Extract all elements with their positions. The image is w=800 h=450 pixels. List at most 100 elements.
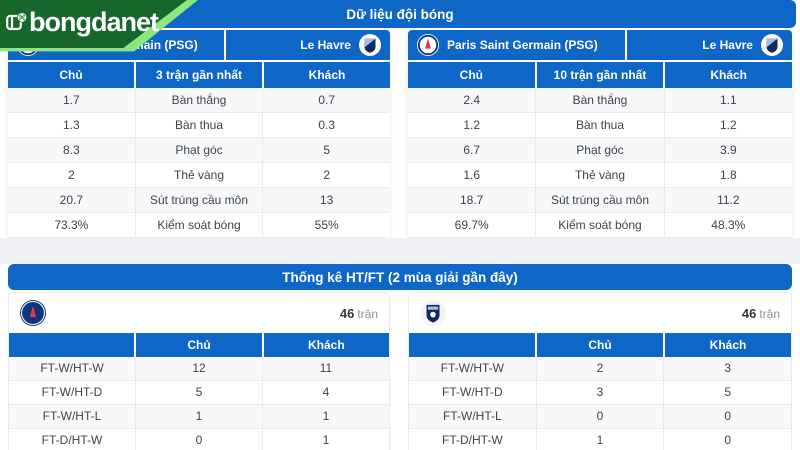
table-row: 1.3 Bàn thua 0.3	[8, 113, 390, 138]
matches-count: 46 trận	[742, 306, 780, 321]
col-period: 3 trận gần nhất	[136, 62, 262, 88]
col-home: Chủ	[136, 333, 262, 357]
stat-home: 2	[67, 168, 75, 182]
htft-away: 1	[262, 429, 389, 450]
htft-label: FT-W/HT-D	[41, 385, 103, 399]
col-empty	[409, 333, 535, 357]
stat-away: 55%	[262, 213, 390, 237]
away-team-name: Le Havre	[702, 38, 753, 52]
matches-count: 46 trận	[340, 306, 378, 321]
stat-label: Sút trúng cầu môn	[134, 188, 263, 212]
htft-away: 11	[262, 357, 389, 380]
stat-away: 2	[262, 163, 390, 187]
table-row: 2 Thẻ vàng 2	[8, 163, 390, 188]
htft-away: 0	[663, 429, 791, 450]
away-team-cell: Le Havre	[627, 30, 792, 60]
stat-away: 0.3	[262, 113, 390, 137]
away-team-name: Le Havre	[300, 38, 351, 52]
table-row: 1.6 Thẻ vàng 1.8	[408, 163, 792, 188]
htft-label: FT-W/HT-W	[40, 361, 104, 375]
col-away: Khách	[263, 333, 389, 357]
htft-home: 1	[135, 405, 262, 428]
table-row: FT-D/HT-W 1 0	[409, 429, 791, 450]
col-home: Chủ	[408, 62, 535, 88]
stat-home: 18.7	[459, 193, 484, 207]
table-row: 1.2 Bàn thua 1.2	[408, 113, 792, 138]
table-row: 6.7 Phạt góc 3.9	[408, 138, 792, 163]
column-header-row: Chủ 10 trận gần nhất Khách	[408, 62, 793, 88]
table-row: 20.7 Sút trúng cầu môn 13	[8, 188, 390, 213]
table-row: 8.3 Phạt góc 5	[8, 138, 390, 163]
table-row: FT-W/HT-D 3 5	[409, 381, 791, 405]
psg-logo	[417, 34, 439, 56]
htft-away: 5	[663, 381, 791, 404]
matches-label: trận	[759, 306, 780, 321]
htft-away: 3	[663, 357, 791, 380]
htft-label: FT-W/HT-D	[442, 385, 503, 399]
htft-away: 0	[663, 405, 791, 428]
stat-label: Bàn thua	[134, 113, 263, 137]
table-row: 18.7 Sút trúng cầu môn 11.2	[408, 188, 792, 213]
stat-home: 20.7	[59, 193, 84, 207]
psg-logo	[20, 300, 46, 326]
table-row: 1.7 Bàn thắng 0.7	[8, 88, 390, 113]
table-row: FT-W/HT-L 0 0	[409, 405, 791, 429]
table-row: FT-D/HT-W 0 1	[9, 429, 389, 450]
htft-away: 1	[262, 405, 389, 428]
htft-home: 3	[535, 381, 664, 404]
stat-away: 3.9	[663, 138, 792, 162]
away-team-cell: Le Havre	[226, 30, 390, 60]
htft-home: 0	[535, 405, 664, 428]
col-period: 10 trận gần nhất	[536, 62, 664, 88]
col-home: Chủ	[8, 62, 134, 88]
table-row: 2.4 Bàn thắng 1.1	[408, 88, 792, 113]
stat-label: Bàn thắng	[134, 88, 263, 112]
htft-home: 0	[135, 429, 262, 450]
bongdanet-logo[interactable]: bongdanet	[0, 0, 202, 56]
stat-home: 2.4	[463, 93, 480, 107]
le-havre-logo	[760, 34, 783, 56]
stat-label: Thẻ vàng	[535, 163, 663, 187]
stat-away: 48.3%	[663, 213, 792, 237]
htft-section-header: Thống kê HT/FT (2 mùa giải gần đây)	[8, 264, 792, 290]
data-section-title: Dữ liệu đội bóng	[346, 6, 454, 22]
home-team-name: Paris Saint Germain (PSG)	[447, 38, 598, 52]
stat-home: 8.3	[62, 143, 80, 157]
col-away: Khách	[665, 333, 791, 357]
stat-label: Phạt góc	[134, 138, 263, 162]
stat-away: 1.2	[663, 113, 792, 137]
htft-label: FT-W/HT-L	[42, 409, 102, 423]
htft-home: 2	[535, 357, 664, 380]
col-away: Khách	[665, 62, 793, 88]
column-header-row: Chủ Khách	[9, 333, 389, 357]
stats-table-recent10: Paris Saint Germain (PSG) Le Havre Chủ 1…	[408, 30, 793, 238]
table-row: FT-W/HT-W 12 11	[9, 357, 389, 381]
htft-panel-psg: 46 trận Chủ Khách FT-W/HT-W 12 11 FT-W/HT…	[8, 292, 390, 450]
htft-label: FT-W/HT-L	[443, 409, 502, 423]
section-divider	[0, 238, 800, 264]
htft-home: 1	[535, 429, 664, 450]
htft-home: 12	[135, 357, 262, 380]
table-row: FT-W/HT-D 5 4	[9, 381, 389, 405]
col-empty	[9, 333, 135, 357]
le-havre-logo	[420, 300, 446, 326]
stat-away: 1.1	[663, 88, 792, 112]
stat-away: 0.7	[262, 88, 390, 112]
col-home: Chủ	[537, 333, 663, 357]
panel-top: 46 trận	[9, 293, 389, 333]
stat-home: 1.3	[62, 118, 80, 132]
stat-label: Thẻ vàng	[134, 163, 263, 187]
stat-home: 1.7	[62, 93, 80, 107]
matches-number: 46	[741, 305, 757, 321]
stat-home: 1.6	[463, 168, 480, 182]
stat-home: 6.7	[463, 143, 480, 157]
bongdanet-ball-icon	[6, 12, 28, 37]
stats-table-recent3: Paris Saint Germain (PSG) Le Havre Chủ 3…	[8, 30, 390, 238]
bongdanet-wordmark: bongdanet	[29, 7, 159, 37]
col-away: Khách	[264, 62, 390, 88]
stat-label: Kiểm soát bóng	[535, 213, 663, 237]
matches-number: 46	[339, 305, 355, 321]
stat-home: 69.7%	[454, 218, 489, 232]
htft-label: FT-D/HT-W	[442, 433, 503, 447]
